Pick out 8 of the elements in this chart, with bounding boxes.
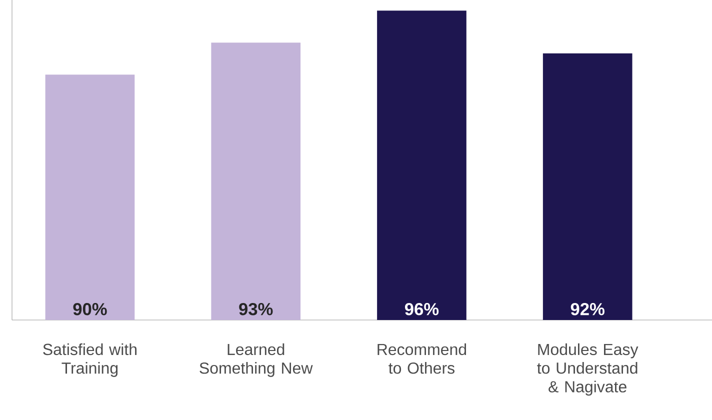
x-tick-label: Satisfied with Training — [43, 343, 136, 377]
data-label: 93% — [239, 302, 273, 316]
data-label: 90% — [73, 303, 107, 316]
data-label: 92% — [570, 303, 604, 316]
x-tick-label: Recommend to Others — [378, 343, 466, 374]
x-tick-label: Modules Easy to Understand & Nagivate — [537, 343, 638, 396]
x-tick-label: Learned Something New — [200, 343, 313, 377]
data-label: 96% — [404, 303, 439, 316]
